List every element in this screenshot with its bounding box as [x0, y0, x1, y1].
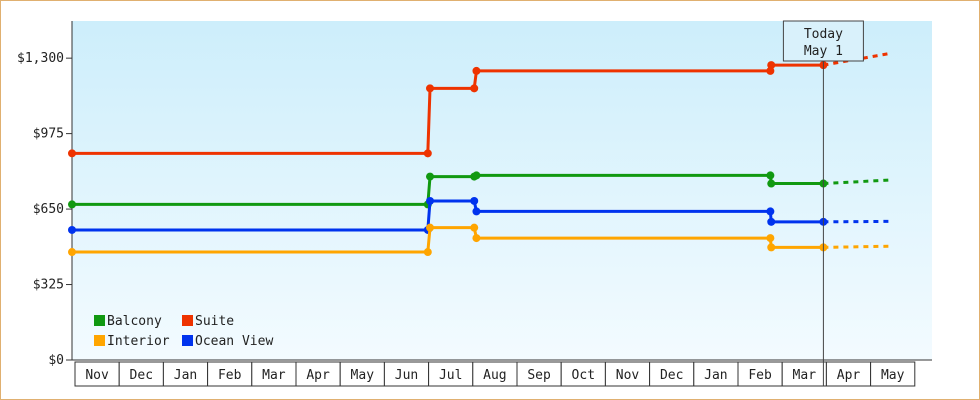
x-tick-label: Jul — [439, 368, 462, 383]
x-month-cell — [472, 361, 518, 387]
data-point — [426, 223, 435, 232]
data-point — [767, 61, 776, 70]
y-tick-label: $325 — [33, 278, 64, 293]
data-point — [470, 223, 479, 232]
x-month-cell — [383, 361, 430, 387]
data-point — [766, 207, 775, 216]
x-tick-label: Apr — [837, 368, 861, 383]
x-month-cell — [649, 361, 695, 387]
x-tick-label: Feb — [748, 368, 772, 383]
y-tick-label: $650 — [33, 202, 64, 217]
legend-swatch — [94, 335, 105, 346]
data-point — [426, 196, 435, 205]
series-projection — [823, 244, 890, 249]
x-month-cell — [339, 361, 385, 387]
x-tick-label: Nov — [85, 368, 109, 383]
x-tick-label: Dec — [130, 368, 153, 383]
x-month-cell — [295, 361, 341, 387]
legend-swatch — [182, 335, 193, 346]
x-tick-label: Nov — [616, 368, 640, 383]
data-point — [472, 207, 481, 216]
y-tick-label: $975 — [33, 127, 64, 142]
x-tick-label: Oct — [572, 368, 595, 383]
x-tick-label: Mar — [262, 368, 286, 383]
x-tick-label: May — [351, 368, 375, 383]
data-point — [68, 248, 76, 257]
data-point — [472, 66, 481, 75]
y-tick-label: $0 — [48, 353, 64, 368]
y-tick-label: $1,300 — [17, 51, 64, 66]
data-point — [470, 84, 479, 93]
x-tick-label: Aug — [483, 368, 506, 383]
x-month-cell — [737, 361, 783, 387]
x-month-cell — [825, 361, 872, 387]
data-point — [68, 200, 76, 209]
x-tick-label: Jan — [704, 368, 727, 383]
x-tick-label: Apr — [306, 368, 330, 383]
x-tick-label: Jun — [395, 368, 418, 383]
data-point — [423, 248, 432, 257]
data-point — [426, 172, 435, 181]
data-point — [472, 234, 481, 243]
x-month-cell — [428, 361, 474, 387]
today-date-label: May 1 — [804, 44, 843, 59]
x-month-cell — [516, 361, 562, 387]
data-point — [68, 149, 76, 158]
x-tick-label: Feb — [218, 368, 242, 383]
legend-label: Ocean View — [195, 334, 273, 349]
x-tick-label: Dec — [660, 368, 683, 383]
legend-label: Interior — [107, 334, 170, 349]
data-point — [767, 179, 776, 188]
data-point — [423, 149, 432, 158]
data-point — [426, 84, 435, 93]
today-box — [782, 20, 864, 62]
x-month-cell — [207, 361, 253, 387]
x-month-cell — [251, 361, 297, 387]
plot-area — [72, 21, 932, 360]
data-point — [68, 225, 76, 234]
x-tick-label: Mar — [793, 368, 817, 383]
data-point — [766, 234, 775, 243]
series-projection — [823, 178, 890, 186]
x-tick-label: Sep — [527, 368, 551, 383]
legend-swatch — [182, 315, 193, 326]
legend-label: Balcony — [107, 314, 162, 329]
x-tick-label: May — [881, 368, 905, 383]
x-month-cell — [162, 361, 209, 387]
x-tick-label: Jan — [174, 368, 197, 383]
data-point — [472, 171, 481, 180]
legend-swatch — [94, 315, 105, 326]
data-point — [470, 196, 479, 205]
data-point — [766, 171, 775, 180]
x-month-cell — [118, 361, 164, 387]
x-month-cell — [870, 361, 916, 387]
x-month-cell — [781, 361, 827, 387]
x-month-cell — [693, 361, 739, 387]
data-point — [767, 217, 776, 226]
today-label: Today — [804, 27, 843, 42]
data-point — [767, 243, 776, 252]
legend-label: Suite — [195, 314, 234, 329]
